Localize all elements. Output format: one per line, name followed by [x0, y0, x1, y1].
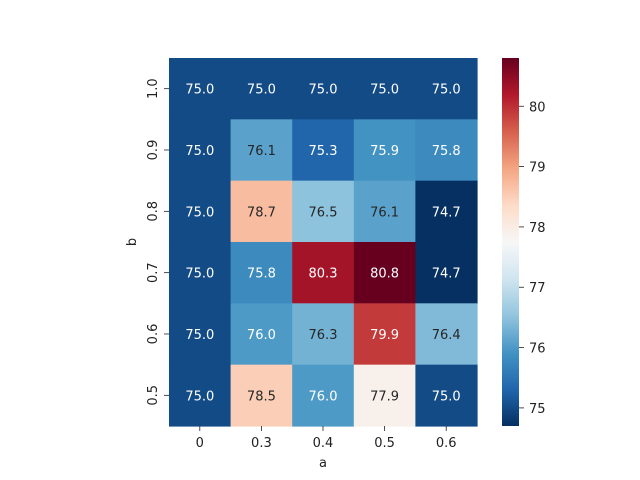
heatmap-cell-r5-c4 [415, 364, 478, 427]
y-axis: 1.0 0.9 0.8 0.7 0.6 0.5 [146, 78, 169, 406]
x-tick-label-4: 0.6 [436, 436, 457, 451]
heatmap-cell-r3-c3 [353, 241, 416, 304]
colorbar-tick-label-3: 78 [529, 221, 546, 236]
y-tick-label-4: 0.6 [146, 324, 161, 345]
heatmap-cell-r4-c1 [230, 303, 293, 366]
y-tick-label-1: 0.9 [146, 140, 161, 161]
heatmap-cell-r2-c3 [353, 180, 416, 243]
cell-value-r4-c3: 79.9 [370, 328, 399, 343]
heatmap-cell-r2-c2 [292, 180, 355, 243]
colorbar-tick-label-4: 79 [529, 161, 546, 176]
colorbar: 75 76 77 78 79 80 [502, 58, 546, 426]
cell-value-r4-c4: 76.4 [432, 328, 461, 343]
heatmap-cell-r1-c0 [169, 119, 232, 182]
heatmap-cell-r5-c1 [230, 364, 293, 427]
cell-value-r0-c4: 75.0 [432, 83, 461, 98]
colorbar-tick-label-1: 76 [529, 342, 546, 357]
cell-value-r1-c2: 75.3 [309, 144, 338, 159]
y-tick-label-3: 0.7 [146, 262, 161, 283]
cell-value-r3-c2: 80.3 [309, 267, 338, 282]
cell-value-r4-c1: 76.0 [247, 328, 276, 343]
x-tick-label-1: 0.3 [251, 436, 272, 451]
cell-value-r4-c0: 75.0 [185, 328, 214, 343]
cell-value-r0-c2: 75.0 [309, 83, 338, 98]
cell-value-r4-c2: 76.3 [309, 328, 338, 343]
heatmap-cell-r2-c0 [169, 180, 232, 243]
cell-value-r5-c0: 75.0 [185, 389, 214, 404]
cell-value-r5-c4: 75.0 [432, 389, 461, 404]
y-tick-label-0: 1.0 [146, 78, 161, 99]
cell-value-r3-c3: 80.8 [370, 267, 399, 282]
cell-value-r3-c1: 75.8 [247, 267, 276, 282]
heatmap-cell-r4-c4 [415, 303, 478, 366]
heatmap-cell-r1-c4 [415, 119, 478, 182]
y-tick-label-5: 0.5 [146, 385, 161, 406]
heatmap-cell-r2-c1 [230, 180, 293, 243]
cell-value-r1-c3: 75.9 [370, 144, 399, 159]
cell-value-r2-c2: 76.5 [309, 205, 338, 220]
x-tick-label-3: 0.5 [374, 436, 395, 451]
cell-value-r2-c4: 74.7 [432, 205, 461, 220]
heatmap-cell-r2-c4 [415, 180, 478, 243]
cell-value-r1-c4: 75.8 [432, 144, 461, 159]
heatmap-cell-r4-c3 [353, 303, 416, 366]
cell-value-r1-c1: 76.1 [247, 144, 276, 159]
colorbar-gradient [502, 58, 519, 426]
heatmap-cell-r3-c4 [415, 241, 478, 304]
heatmap-cell-r3-c1 [230, 241, 293, 304]
cell-value-r0-c3: 75.0 [370, 83, 399, 98]
cell-value-r2-c0: 75.0 [185, 205, 214, 220]
x-axis: 0 0.3 0.4 0.5 0.6 [196, 425, 457, 451]
heatmap-cell-r3-c0 [169, 241, 232, 304]
heatmap-cell-r0-c2 [292, 58, 355, 120]
colorbar-tick-label-0: 75 [529, 402, 546, 417]
heatmap-cell-r1-c3 [353, 119, 416, 182]
cell-value-r3-c0: 75.0 [185, 267, 214, 282]
x-tick-label-2: 0.4 [313, 436, 334, 451]
heatmap-cell-r3-c2 [292, 241, 355, 304]
heatmap-cell-r0-c4 [415, 58, 478, 120]
heatmap-cell-r0-c0 [169, 58, 232, 120]
cell-value-r2-c3: 76.1 [370, 205, 399, 220]
cell-value-r0-c1: 75.0 [247, 83, 276, 98]
cell-value-r2-c1: 78.7 [247, 205, 276, 220]
cell-value-r5-c3: 77.9 [370, 389, 399, 404]
cell-value-r3-c4: 74.7 [432, 267, 461, 282]
colorbar-tick-label-5: 80 [529, 100, 546, 115]
y-tick-label-2: 0.8 [146, 201, 161, 222]
heatmap-cell-r5-c0 [169, 364, 232, 427]
cell-value-r1-c0: 75.0 [185, 144, 214, 159]
heatmap-cells: 75.0 75.0 75.0 75.0 75.0 75.0 76.1 75.3 75.9 75.8… [169, 58, 478, 427]
heatmap-cell-r5-c3 [353, 364, 416, 427]
y-axis-label: b [125, 238, 140, 246]
cell-value-r0-c0: 75.0 [185, 83, 214, 98]
x-axis-label: a [319, 456, 327, 471]
heatmap-cell-r0-c3 [353, 58, 416, 120]
heatmap-cell-r1-c1 [230, 119, 293, 182]
heatmap-cell-r5-c2 [292, 364, 355, 427]
heatmap-cell-r4-c2 [292, 303, 355, 366]
x-tick-label-0: 0 [196, 436, 204, 451]
heatmap-cell-r4-c0 [169, 303, 232, 366]
colorbar-tick-label-2: 77 [529, 281, 546, 296]
cell-value-r5-c1: 78.5 [247, 389, 276, 404]
heatmap-cell-r0-c1 [230, 58, 293, 120]
cell-value-r5-c2: 76.0 [309, 389, 338, 404]
heatmap-cell-r1-c2 [292, 119, 355, 182]
